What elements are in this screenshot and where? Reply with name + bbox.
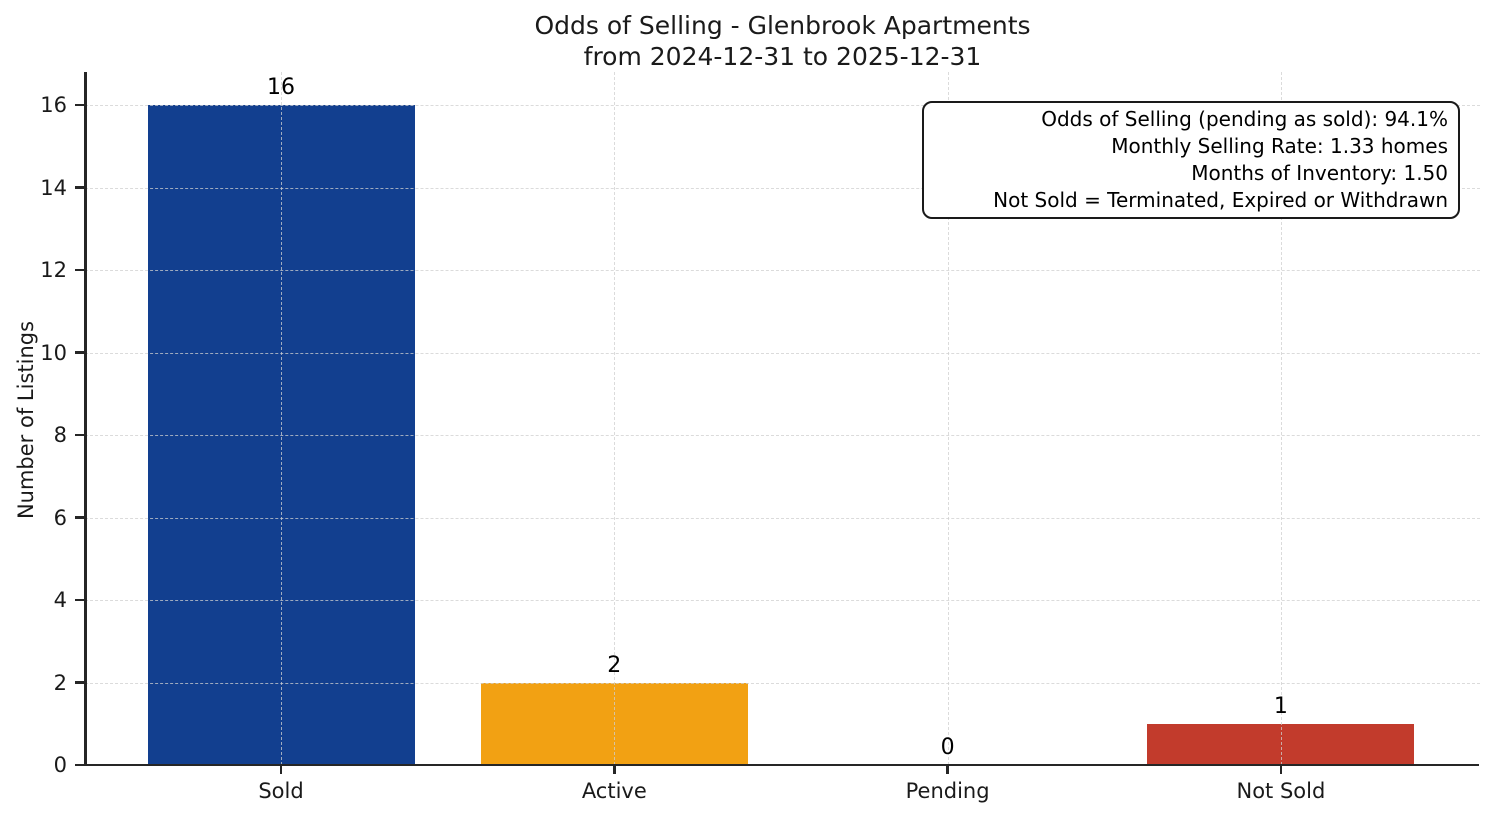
y-tick-mark-2 xyxy=(75,681,85,684)
gridline-x-not-sold xyxy=(1280,72,1282,765)
x-tick-mark-sold xyxy=(279,765,283,774)
y-tick-label-12: 12 xyxy=(40,258,67,282)
gridline-y-8 xyxy=(85,435,1480,436)
gridline-y-6 xyxy=(85,517,1480,519)
gridline-y-16 xyxy=(85,105,1480,106)
annotation-not-sold-definition: Not Sold = Terminated, Expired or Withdr… xyxy=(993,188,1448,212)
annotation-months-of-inventory: Months of Inventory: 1.50 xyxy=(1191,161,1448,185)
x-tick-mark-pending xyxy=(946,765,949,774)
gridline-x-sold xyxy=(281,72,282,765)
value-label-sold: 16 xyxy=(267,75,295,100)
y-tick-label-16: 16 xyxy=(40,93,67,117)
y-tick-mark-12 xyxy=(75,268,85,272)
y-tick-mark-16 xyxy=(75,103,85,107)
y-tick-label-14: 14 xyxy=(40,175,67,200)
gridline-y-10 xyxy=(85,352,1480,354)
x-tick-label-not-sold: Not Sold xyxy=(1236,779,1326,803)
y-tick-mark-10 xyxy=(75,351,85,354)
plot-area: 0 2 4 6 8 10 12 14 16 Sold Active Pending Not Sold 16… xyxy=(40,72,1480,803)
x-tick-label-sold: Sold xyxy=(258,779,304,803)
value-label-not-sold: 1 xyxy=(1273,693,1288,719)
y-axis-spine xyxy=(84,72,87,765)
stats-annotation-box: Odds of Selling (pending as sold): 94.1%… xyxy=(922,101,1460,219)
y-tick-label-6: 6 xyxy=(53,505,67,530)
gridline-x-pending xyxy=(947,72,949,765)
value-label-pending: 0 xyxy=(940,735,955,760)
x-axis-spine xyxy=(84,763,1479,766)
x-tick-label-pending: Pending xyxy=(905,779,990,803)
y-tick-label-0: 0 xyxy=(53,753,67,777)
chart-subtitle: from 2024-12-31 to 2025-12-31 xyxy=(583,42,982,71)
y-tick-mark-6 xyxy=(75,516,85,519)
gridline-y-4 xyxy=(85,600,1480,601)
gridline-x-active xyxy=(614,72,616,765)
value-label-active: 2 xyxy=(607,652,622,678)
x-tick-mark-not-sold xyxy=(1279,765,1283,774)
x-tick-label-active: Active xyxy=(581,779,647,803)
y-tick-label-8: 8 xyxy=(53,423,67,447)
y-tick-mark-4 xyxy=(75,598,85,602)
title-block: Odds of Selling - Glenbrook Apartments f… xyxy=(85,10,1480,72)
annotation-monthly-selling-rate: Monthly Selling Rate: 1.33 homes xyxy=(1111,134,1448,158)
gridline-y-2 xyxy=(85,682,1480,684)
gridline-y-12 xyxy=(85,270,1480,271)
y-tick-label-4: 4 xyxy=(53,588,67,612)
y-tick-mark-0 xyxy=(75,763,85,767)
gridline-y-14 xyxy=(85,187,1480,189)
y-tick-label-2: 2 xyxy=(53,670,67,695)
annotation-odds-of-selling: Odds of Selling (pending as sold): 94.1% xyxy=(1041,107,1448,131)
chart-title: Odds of Selling - Glenbrook Apartments xyxy=(534,11,1031,40)
y-tick-label-10: 10 xyxy=(40,340,67,365)
y-tick-mark-8 xyxy=(75,433,85,437)
y-tick-mark-14 xyxy=(75,186,85,189)
x-tick-mark-active xyxy=(613,765,616,774)
